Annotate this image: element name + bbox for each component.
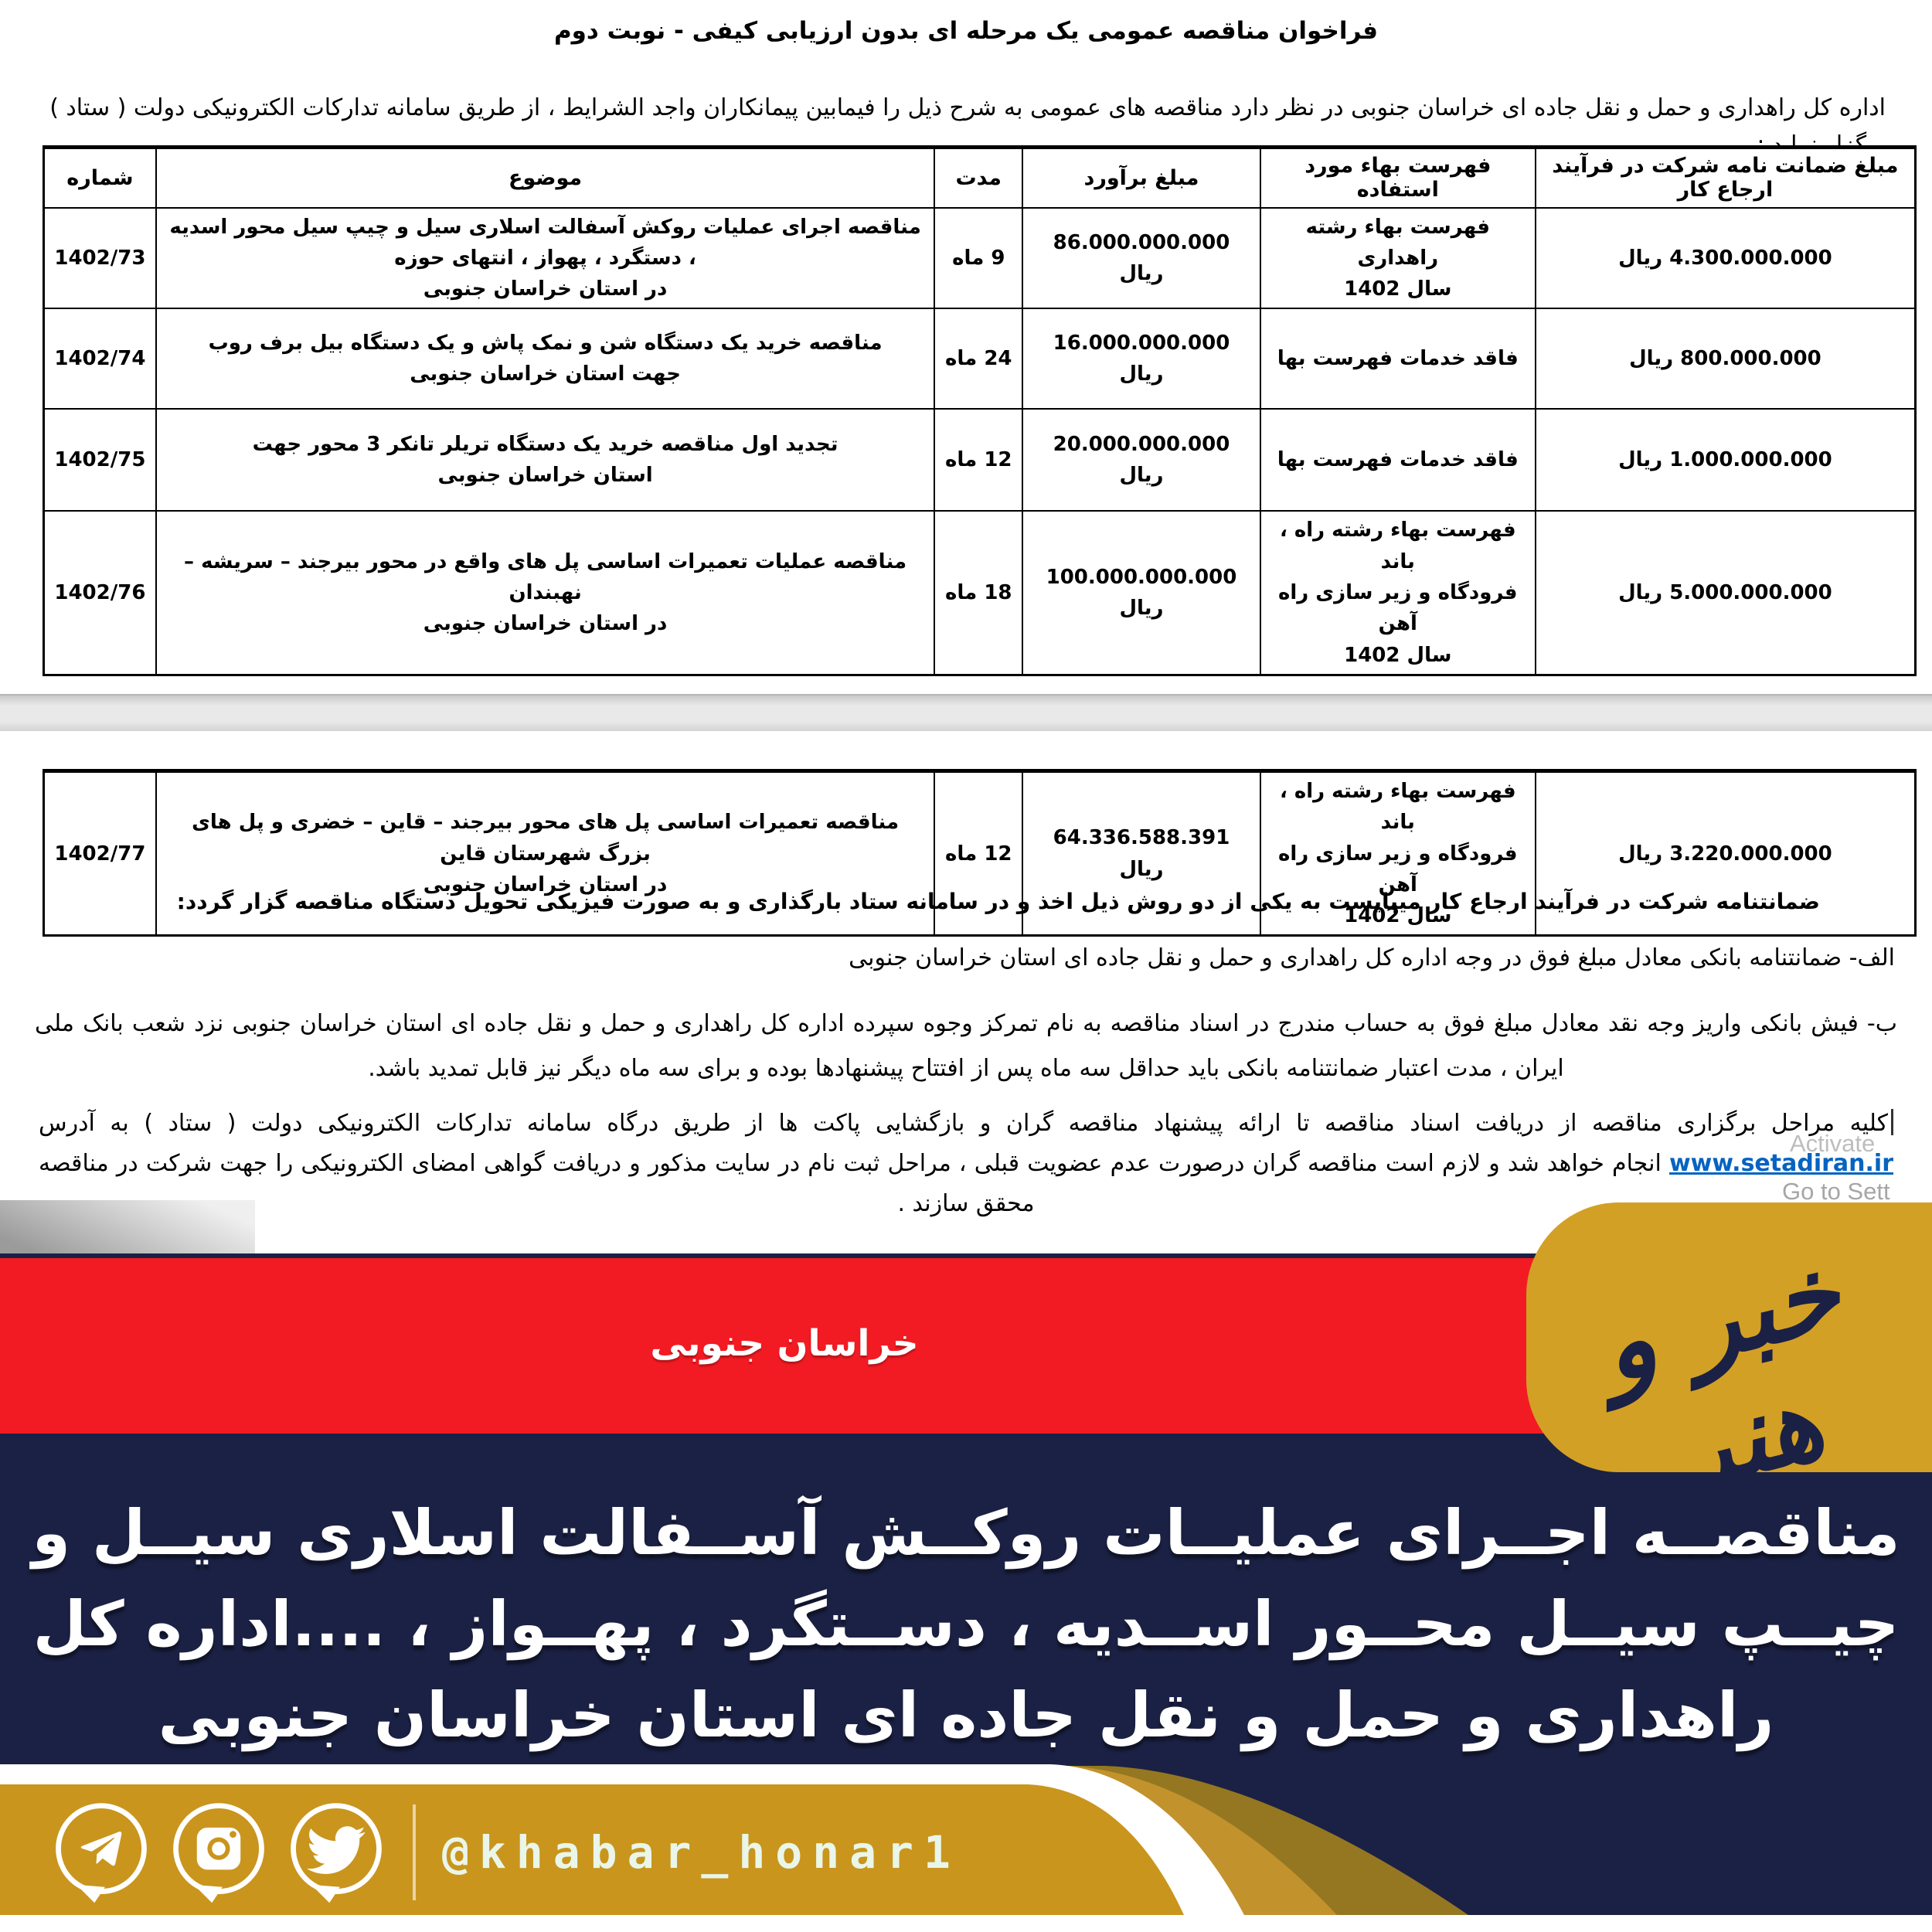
headline-line-1: مناقصــه اجــرای عملیــات روکــش آســفال… <box>32 1497 1900 1569</box>
cell-pricelist: فهرست بهاء رشته راه ، باند فرودگاه و زیر… <box>1259 770 1536 937</box>
instagram-icon <box>173 1803 264 1903</box>
photo-fragment <box>0 1200 255 1254</box>
document-title: فراخوان مناقصه عمومی یک مرحله ای بدون ار… <box>553 17 1379 45</box>
khabar-honar-logo: خبر و هنر <box>1526 1202 1932 1472</box>
social-handle: @khabar_honar1 <box>442 1826 961 1879</box>
col-header-estimate: مبلغ برآورد <box>1022 146 1261 209</box>
headline: مناقصــه اجــرای عملیــات روکــش آســفال… <box>31 1488 1901 1761</box>
final-note-pre: کلیه مراحل برگزاری مناقصه از دریافت اسنا… <box>39 1110 1888 1137</box>
final-note-post: انجام خواهد شد و لازم است مناقصه گران در… <box>39 1150 1669 1217</box>
cell-duration: 9 ماه <box>934 206 1024 310</box>
col-header-subject: موضوع <box>155 146 936 209</box>
social-bar: @khabar_honar1 <box>45 1794 961 1910</box>
col-header-duration: مدت <box>934 146 1024 209</box>
table-row: 1402/77 مناقصه تعمیرات اساسی پل های محور… <box>43 770 1917 937</box>
activate-watermark-line2: Go to Sett <box>1782 1178 1890 1205</box>
cell-subject: مناقصه خرید یک دستگاه شن و نمک پاش و یک … <box>155 308 936 410</box>
setadiran-link[interactable]: www.setadiran.ir <box>1668 1150 1893 1177</box>
cell-pricelist: فاقد خدمات فهرست بها <box>1259 308 1536 410</box>
note-option-be: ب- فیش بانکی واریز وجه نقد معادل مبلغ فو… <box>35 1010 1897 1082</box>
headline-line-3: راهداری و حمل و نقل جاده ای استان خراسان… <box>158 1679 1774 1751</box>
text-cursor <box>1891 1109 1893 1135</box>
cell-number: 1402/76 <box>43 510 157 676</box>
headline-line-2: چیــپ سیــل محــور اســدیه ، دســتگرد ، … <box>32 1588 1900 1660</box>
cell-duration: 24 ماه <box>934 308 1024 410</box>
cell-number: 1402/74 <box>43 308 157 410</box>
cell-estimate: 100.000.000.000 ریال <box>1022 510 1261 676</box>
tender-table-main: شماره موضوع مدت مبلغ برآورد فهرست بهاء م… <box>43 145 1917 676</box>
cell-pricelist: فهرست بهاء رشته راه ، باند فرودگاه و زیر… <box>1259 510 1536 676</box>
cell-number: 1402/77 <box>43 770 157 937</box>
cell-number: 1402/75 <box>43 408 157 512</box>
cell-number: 1402/73 <box>43 206 157 310</box>
cell-guarantee: 4.300.000.000 ریال <box>1534 206 1917 310</box>
guarantee-note-bold: ضمانتنامه شرکت در فرآیند ارجاع کار میبای… <box>176 889 1820 914</box>
table-header-row: شماره موضوع مدت مبلغ برآورد فهرست بهاء م… <box>43 146 1917 209</box>
cell-duration: 12 ماه <box>934 408 1024 512</box>
cell-subject: مناقصه اجرای عملیات روکش آسفالت اسلاری س… <box>155 206 936 310</box>
activate-watermark-line1: Activate <box>1790 1130 1876 1157</box>
cell-subject: مناقصه تعمیرات اساسی پل های محور بیرجند … <box>155 770 936 937</box>
cell-duration: 12 ماه <box>934 770 1024 937</box>
cell-guarantee: 800.000.000 ریال <box>1534 308 1917 410</box>
gold-ribbon-swoosh <box>0 1764 1932 1932</box>
col-header-guarantee: مبلغ ضمانت نامه شرکت در فرآیند ارجاع کار <box>1534 146 1917 209</box>
cell-estimate: 86.000.000.000 ریال <box>1022 206 1261 310</box>
cell-estimate: 16.000.000.000 ریال <box>1022 308 1261 410</box>
table-row: 1402/76 مناقصه عملیات تعمیرات اساسی پل ه… <box>43 510 1917 676</box>
intro-paragraph: اداره کل راهداری و حمل و نقل جاده ای خرا… <box>49 94 1886 158</box>
social-divider <box>413 1804 416 1900</box>
cell-estimate: 64.336.588.391 ریال <box>1022 770 1261 937</box>
cell-duration: 18 ماه <box>934 510 1024 676</box>
tender-table-continued: 1402/77 مناقصه تعمیرات اساسی پل های محور… <box>43 769 1917 937</box>
logo-calligraphy: خبر و هنر <box>1589 1231 1852 1472</box>
telegram-icon <box>56 1803 147 1903</box>
cell-subject: تجدید اول مناقصه خرید یک دستگاه تریلر تا… <box>155 408 936 512</box>
cell-guarantee: 3.220.000.000 ریال <box>1534 770 1917 937</box>
twitter-icon <box>291 1803 382 1903</box>
cell-estimate: 20.000.000.000 ریال <box>1022 408 1261 512</box>
col-header-pricelist: فهرست بهاء مورد استفاده <box>1259 146 1536 209</box>
cell-guarantee: 1.000.000.000 ریال <box>1534 408 1917 512</box>
cell-pricelist: فاقد خدمات فهرست بها <box>1259 408 1536 512</box>
region-label: خراسان جنوبی <box>650 1322 919 1365</box>
page-separator-bar <box>0 694 1932 731</box>
cell-subject: مناقصه عملیات تعمیرات اساسی پل های واقع … <box>155 510 936 676</box>
cell-guarantee: 5.000.000.000 ریال <box>1534 510 1917 676</box>
table-row: 1402/75 تجدید اول مناقصه خرید یک دستگاه … <box>43 408 1917 512</box>
note-option-alef: الف- ضمانتنامه بانکی معادل مبلغ فوق در و… <box>849 944 1895 971</box>
note-final-paragraph: کلیه مراحل برگزاری مناقصه از دریافت اسنا… <box>39 1104 1893 1224</box>
col-header-number: شماره <box>43 146 157 209</box>
table-row: 1402/73 مناقصه اجرای عملیات روکش آسفالت … <box>43 206 1917 310</box>
cell-pricelist: فهرست بهاء رشته راهداری سال 1402 <box>1259 206 1536 310</box>
table-row: 1402/74 مناقصه خرید یک دستگاه شن و نمک پ… <box>43 308 1917 410</box>
